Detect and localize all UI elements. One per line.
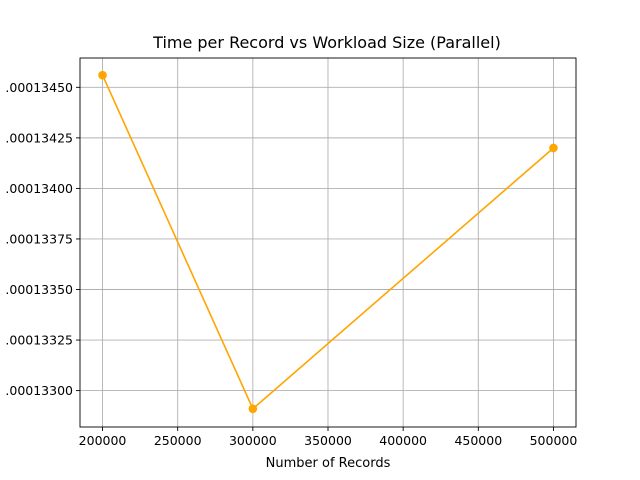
- x-tick-label: 500000: [530, 433, 578, 448]
- x-tick-label: 350000: [304, 433, 352, 448]
- x-tick-label: 200000: [79, 433, 127, 448]
- y-tick-label: .00013400: [5, 181, 73, 196]
- y-tick-label: .00013300: [5, 383, 73, 398]
- data-point: [549, 143, 558, 153]
- x-axis-label: Number of Records: [266, 456, 391, 471]
- x-tick-label: 400000: [379, 433, 427, 448]
- y-tick-label: .00013325: [5, 333, 73, 348]
- grid-layer: [80, 58, 576, 427]
- x-axis: 200000 250000 300000 350000 400000 450000 5000…: [79, 427, 578, 448]
- x-tick-label: 300000: [229, 433, 277, 448]
- data-point: [248, 404, 258, 414]
- x-tick-label: 450000: [454, 433, 502, 448]
- y-tick-label: .00013350: [5, 282, 73, 297]
- y-axis: .00013300 .00013325 .00013350 .00013375 .000…: [5, 80, 80, 398]
- chart-title: Time per Record vs Workload Size (Parall…: [152, 33, 501, 52]
- y-tick-label: .00013375: [5, 231, 73, 246]
- y-tick-label: .00013425: [5, 130, 73, 145]
- series-layer: [98, 70, 558, 414]
- data-point: [98, 70, 107, 80]
- x-tick-label: 250000: [154, 433, 202, 448]
- y-tick-label: .00013450: [5, 80, 73, 95]
